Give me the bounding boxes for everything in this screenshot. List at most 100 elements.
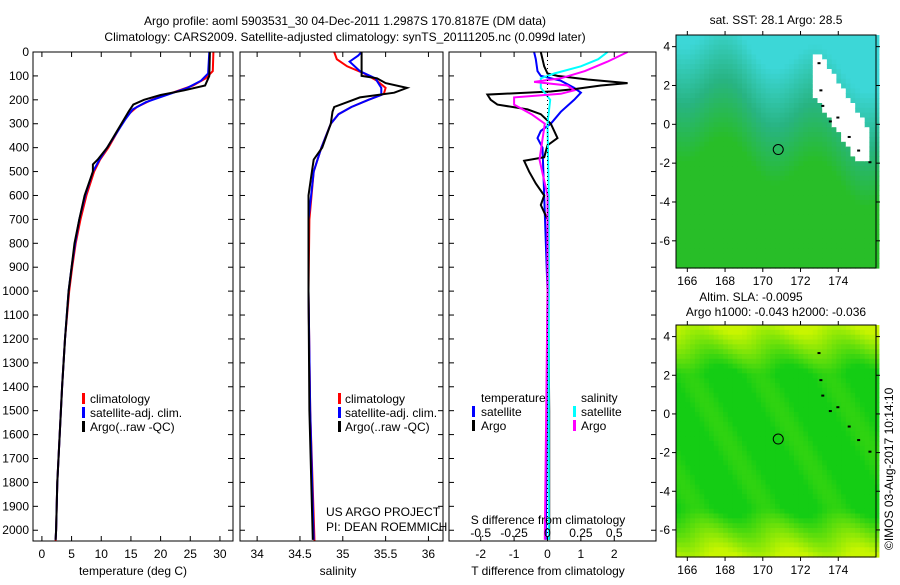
map-cell	[831, 195, 837, 201]
map-cell	[841, 334, 847, 341]
map-cell	[742, 368, 748, 374]
map-cell	[713, 103, 719, 109]
map-cell	[746, 479, 753, 486]
map-cell	[831, 474, 837, 481]
map-cell	[727, 224, 734, 230]
argo-profile-marker	[772, 433, 784, 445]
map-cell	[770, 238, 776, 245]
map-cell	[704, 69, 710, 75]
map-cell	[860, 234, 866, 240]
map-cell	[822, 513, 828, 519]
map-cell	[770, 200, 776, 206]
map-cell	[718, 329, 724, 336]
map-cell	[779, 258, 786, 264]
map-cell	[841, 436, 847, 442]
map-cell	[709, 122, 715, 128]
map-cell	[732, 263, 738, 269]
map-cell	[727, 373, 734, 379]
map-cell	[831, 238, 837, 245]
map-cell	[713, 112, 719, 119]
map-cell	[826, 141, 833, 148]
map-cell	[765, 416, 771, 423]
map-cell	[855, 39, 861, 46]
map-cell	[831, 518, 837, 524]
map-cell	[737, 136, 743, 143]
map-cell	[723, 122, 729, 128]
map-cell	[746, 103, 753, 109]
map-cell	[770, 455, 776, 461]
map-cell	[850, 73, 856, 80]
map-cell	[841, 373, 847, 379]
map-cell	[874, 166, 880, 172]
map-cell	[760, 518, 767, 524]
map-cell	[784, 180, 790, 187]
map-cell	[822, 166, 828, 172]
map-cell	[793, 547, 800, 553]
map-cell	[869, 204, 875, 211]
map-cell	[845, 349, 852, 355]
map-cell	[812, 513, 819, 519]
map-cell	[803, 49, 809, 56]
map-cell	[779, 49, 786, 56]
map-cell	[746, 494, 753, 500]
map-cell	[690, 431, 696, 437]
map-cell	[694, 35, 701, 41]
map-cell	[694, 344, 701, 350]
map-cell	[751, 204, 757, 211]
map-cell	[826, 248, 833, 255]
map-cell	[760, 373, 767, 379]
map-cell	[803, 185, 809, 191]
map-cell	[784, 93, 790, 99]
map-cell	[812, 59, 819, 65]
map-cell	[860, 263, 866, 269]
map-cell	[784, 523, 790, 529]
map-cell	[793, 532, 800, 539]
map-cell	[779, 122, 786, 128]
map-cell	[850, 83, 856, 89]
map-cell	[841, 195, 847, 201]
map-cell	[784, 528, 790, 534]
map-cell	[850, 146, 856, 153]
map-cell	[775, 484, 781, 490]
map-cell	[841, 354, 847, 360]
map-cell	[864, 489, 870, 495]
map-cell	[746, 455, 753, 461]
map-cell	[737, 35, 743, 41]
map-cell	[874, 175, 880, 182]
map-cell	[803, 238, 809, 245]
map-cell	[737, 392, 743, 399]
map-cell	[822, 354, 828, 360]
map-cell	[841, 166, 847, 172]
map-cell	[770, 214, 776, 221]
map-cell	[737, 69, 743, 75]
map-cell	[690, 499, 696, 505]
map-cell	[709, 64, 715, 70]
map-cell	[723, 253, 729, 259]
map-cell	[836, 49, 842, 56]
map-cell	[826, 98, 833, 104]
map-cell	[784, 243, 790, 250]
map-cell	[694, 441, 701, 447]
map-cell	[860, 455, 866, 461]
map-cell	[812, 200, 819, 206]
map-cell	[869, 354, 875, 360]
map-cell	[798, 552, 804, 558]
map-cell	[803, 229, 809, 235]
map-cell	[760, 407, 767, 413]
map-cell	[690, 460, 696, 466]
map-cell	[760, 329, 767, 336]
map-cell	[727, 214, 734, 221]
map-cell	[850, 528, 856, 534]
map-cell	[727, 387, 734, 394]
map-cell	[723, 344, 729, 350]
map-cell	[784, 532, 790, 539]
map-cell	[685, 195, 691, 201]
map-cell	[864, 209, 870, 216]
map-cell	[680, 122, 686, 128]
map-cell	[713, 117, 719, 123]
map-cell	[855, 334, 861, 341]
map-cell	[826, 426, 833, 432]
map-cell	[798, 426, 804, 432]
map-cell	[793, 161, 800, 167]
map-cell	[718, 141, 724, 148]
